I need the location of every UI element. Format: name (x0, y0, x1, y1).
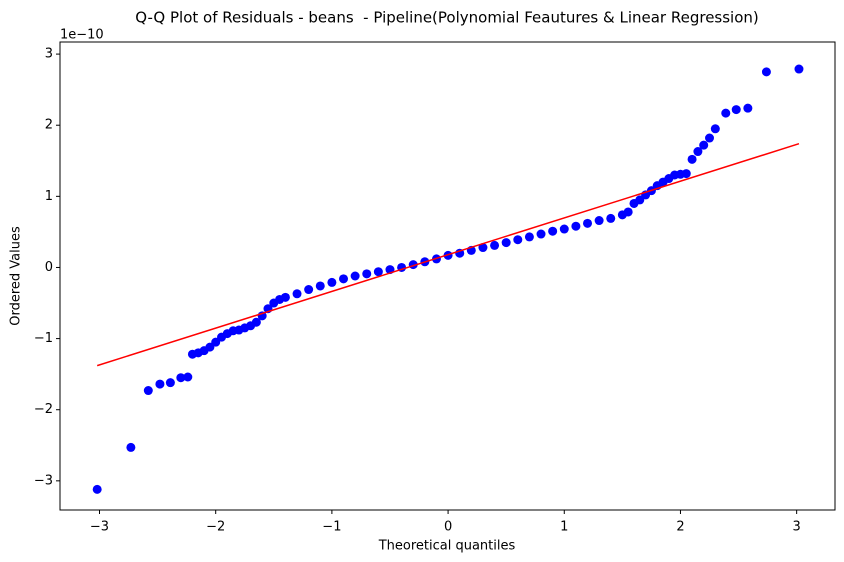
point (183, 372, 193, 382)
point (583, 218, 593, 228)
point (705, 133, 715, 143)
point (165, 378, 175, 388)
point (681, 169, 691, 179)
x-tick-label: −3 (90, 520, 109, 535)
point (304, 285, 314, 295)
point (362, 269, 372, 279)
point (251, 317, 261, 327)
point (126, 442, 136, 452)
point (490, 240, 500, 250)
y-axis-label: Ordered Values (9, 226, 24, 326)
x-tick-label: −2 (206, 520, 225, 535)
point (155, 379, 165, 389)
x-tick-label: 1 (560, 520, 568, 535)
y-tick-label: 0 (45, 260, 53, 275)
x-tick-label: 2 (676, 520, 684, 535)
chart-title: Q-Q Plot of Residuals - beans - Pipeline… (135, 9, 759, 27)
point (280, 292, 290, 302)
point (339, 274, 349, 284)
point (548, 226, 558, 236)
point (623, 207, 633, 217)
x-tick-label: −1 (322, 520, 341, 535)
y-tick-label: 2 (45, 118, 53, 133)
point (327, 277, 337, 287)
x-tick-label: 3 (793, 520, 801, 535)
point (143, 386, 153, 396)
y-offset-label: 1e−10 (60, 28, 104, 43)
point (710, 124, 720, 134)
point (571, 221, 581, 231)
point (693, 147, 703, 157)
point (176, 373, 186, 383)
axes-frame (59, 41, 836, 511)
point (559, 224, 569, 234)
point (761, 67, 771, 77)
point (350, 271, 360, 281)
x-tick-label: 0 (444, 520, 452, 535)
y-tick-label: −3 (34, 473, 53, 488)
point (92, 484, 102, 494)
y-tick-label: −2 (34, 402, 53, 417)
point (794, 64, 804, 74)
point (501, 238, 511, 248)
point (513, 235, 523, 245)
point (315, 281, 325, 291)
point (373, 267, 383, 277)
point (536, 229, 546, 239)
point (524, 232, 534, 242)
x-axis-label: Theoretical quantiles (378, 539, 516, 554)
point (606, 213, 616, 223)
point (292, 289, 302, 299)
point (743, 103, 753, 113)
y-tick-label: −1 (34, 331, 53, 346)
y-tick-label: 3 (45, 47, 53, 62)
point (731, 105, 741, 115)
point (478, 243, 488, 253)
point (594, 216, 604, 226)
point (721, 108, 731, 118)
point (687, 154, 697, 164)
y-tick-label: 1 (45, 189, 53, 204)
point (699, 140, 709, 150)
fit-line (96, 142, 800, 367)
